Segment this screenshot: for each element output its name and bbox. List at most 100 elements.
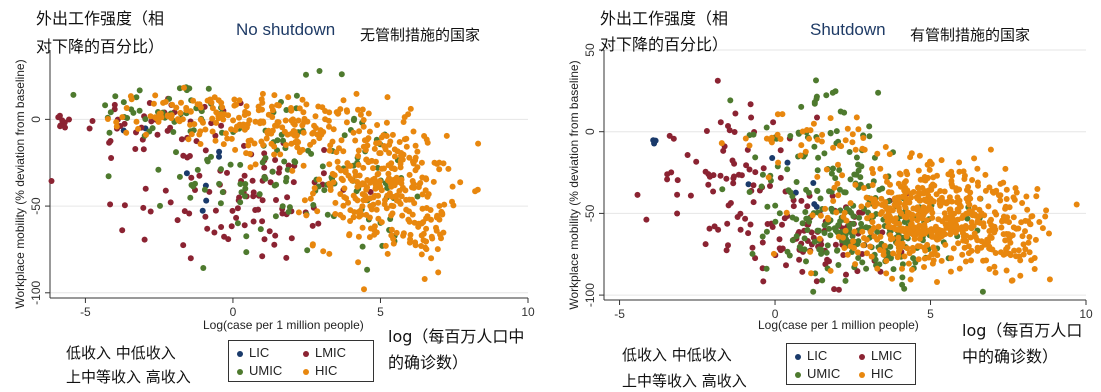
- data-point-hic: [863, 236, 870, 243]
- data-point-umic: [816, 246, 823, 253]
- data-point-lmic: [747, 221, 754, 228]
- data-point-hic: [823, 166, 830, 173]
- data-point-hic: [259, 106, 265, 113]
- data-point-hic: [906, 228, 913, 235]
- data-point-umic: [859, 259, 866, 266]
- data-point-hic: [951, 223, 958, 230]
- data-point-hic: [433, 160, 440, 167]
- data-point-umic: [272, 213, 279, 220]
- data-point-hic: [945, 171, 952, 178]
- data-point-hic: [908, 150, 915, 157]
- right-xlabel: Log(case per 1 million people): [758, 318, 919, 332]
- data-point-hic: [897, 171, 904, 178]
- data-point-hic: [986, 266, 993, 272]
- data-point-lmic: [804, 203, 811, 210]
- data-point-hic: [884, 178, 890, 185]
- data-point-lmic: [738, 172, 745, 179]
- data-point-hic: [941, 210, 948, 217]
- data-point-hic: [851, 245, 857, 251]
- data-point-hic: [301, 197, 308, 204]
- data-point-hic: [810, 120, 817, 127]
- lmic-marker-icon: [859, 353, 865, 360]
- data-point-hic: [213, 119, 220, 126]
- data-point-hic: [252, 118, 259, 125]
- data-point-lmic: [706, 225, 713, 232]
- data-point-hic: [1022, 228, 1028, 235]
- data-point-hic: [814, 173, 821, 180]
- data-point-umic: [303, 71, 309, 78]
- data-point-hic: [895, 234, 902, 241]
- data-point-hic: [864, 250, 870, 257]
- data-point-hic: [892, 226, 899, 233]
- data-point-hic: [104, 116, 111, 122]
- data-point-lmic: [843, 271, 849, 278]
- data-point-lmic: [89, 118, 96, 124]
- left-xlabel-cn-line1: log（每百万人口中: [388, 327, 525, 346]
- data-point-lic: [183, 170, 190, 177]
- data-point-hic: [955, 240, 962, 247]
- data-point-hic: [400, 119, 407, 125]
- data-point-hic: [342, 169, 349, 176]
- data-point-lmic: [202, 213, 209, 220]
- data-point-hic: [959, 251, 966, 258]
- x-tick-label: 10: [1079, 307, 1093, 321]
- data-point-hic: [197, 128, 204, 135]
- data-point-umic: [305, 147, 312, 154]
- data-point-lmic: [750, 182, 757, 189]
- data-point-hic: [988, 216, 994, 223]
- data-point-lmic: [759, 239, 766, 246]
- data-point-umic: [855, 161, 862, 168]
- data-point-hic: [181, 84, 187, 91]
- data-point-hic: [299, 96, 306, 103]
- data-point-hic: [331, 172, 338, 179]
- data-point-hic: [388, 232, 395, 239]
- x-tick-label: 0: [772, 307, 779, 321]
- data-point-hic: [914, 204, 921, 211]
- data-point-umic: [789, 237, 796, 244]
- data-point-hic: [901, 213, 908, 220]
- data-point-umic: [758, 183, 765, 190]
- data-point-hic: [971, 211, 978, 218]
- data-point-lmic: [167, 199, 174, 206]
- data-point-lmic: [634, 191, 641, 198]
- data-point-lmic: [162, 187, 169, 194]
- data-point-hic: [1023, 193, 1030, 200]
- data-point-hic: [889, 275, 896, 282]
- data-point-umic: [341, 132, 348, 139]
- data-point-hic: [988, 234, 995, 241]
- data-point-lmic: [288, 235, 295, 242]
- data-point-hic: [288, 107, 295, 114]
- data-point-hic: [924, 241, 931, 248]
- data-point-umic: [793, 179, 800, 185]
- data-point-hic: [1007, 239, 1014, 246]
- data-points: [48, 68, 482, 293]
- data-point-hic: [389, 131, 396, 138]
- data-point-hic: [783, 209, 790, 216]
- data-point-hic: [909, 215, 916, 222]
- x-tick-label: -5: [80, 305, 91, 319]
- data-point-hic: [931, 247, 938, 254]
- lic-marker-icon: [237, 350, 243, 357]
- data-point-lic: [811, 201, 818, 208]
- data-point-hic: [412, 239, 419, 246]
- data-point-lmic: [674, 210, 681, 217]
- data-point-lmic: [747, 101, 754, 108]
- data-point-hic: [961, 244, 968, 251]
- data-point-hic: [885, 219, 892, 225]
- data-point-hic: [393, 229, 400, 236]
- data-point-umic: [359, 243, 366, 250]
- data-point-umic: [848, 209, 855, 216]
- data-point-hic: [1004, 244, 1011, 251]
- data-point-hic: [874, 150, 881, 157]
- data-point-hic: [864, 215, 871, 222]
- data-point-umic: [979, 288, 986, 295]
- data-point-hic: [797, 152, 804, 159]
- data-point-lmic: [186, 153, 193, 159]
- data-point-hic: [899, 265, 905, 272]
- data-point-hic: [860, 135, 867, 141]
- data-point-hic: [995, 192, 1002, 199]
- data-point-hic: [942, 215, 949, 222]
- data-point-hic: [924, 161, 931, 168]
- data-point-hic: [916, 152, 923, 159]
